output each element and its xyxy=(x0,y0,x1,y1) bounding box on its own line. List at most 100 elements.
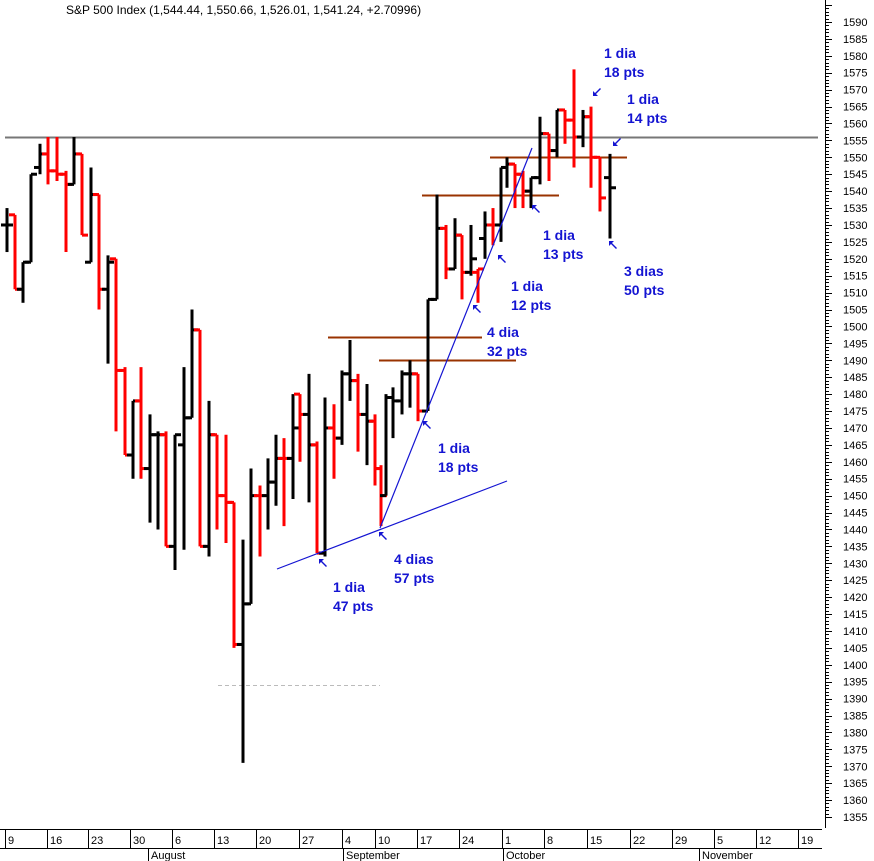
ohlc-bar xyxy=(412,372,424,422)
y-tick-label: 1535 xyxy=(843,203,867,215)
ohlc-bar xyxy=(604,153,616,239)
x-month-label: August xyxy=(151,850,185,861)
annotation-points: 13 pts xyxy=(543,246,584,262)
annotation-days: 1 dia xyxy=(333,579,365,595)
x-day-label: 29 xyxy=(675,835,687,847)
y-tick-label: 1575 xyxy=(843,68,867,80)
ohlc-bar xyxy=(76,152,88,237)
x-axis: 9 16 23 30 6 13 20 27 4 10 17 24 1 8 15 22 29 5 12 19 August… xyxy=(0,829,822,861)
y-tick-label: 1435 xyxy=(843,541,867,553)
ohlc-bar xyxy=(594,155,606,212)
x-month-label: October xyxy=(506,850,545,861)
y-tick-label: 1570 xyxy=(843,85,867,97)
steep-trendline xyxy=(379,147,533,529)
annotation-points: 18 pts xyxy=(604,64,645,80)
ohlc-bar xyxy=(344,340,356,401)
y-tick-label: 1485 xyxy=(843,372,867,384)
ohlc-bar xyxy=(352,373,364,452)
annotation: 1 dia 14 pts xyxy=(613,91,668,146)
annotation: 1 dia 12 pts xyxy=(498,255,552,313)
annotation-points: 32 pts xyxy=(487,343,528,359)
y-tick-label: 1370 xyxy=(843,761,867,773)
y-tick-label: 1490 xyxy=(843,355,867,367)
annotation-days: 4 dias xyxy=(394,551,434,567)
ohlc-bar xyxy=(186,309,198,420)
annotation-days: 1 dia xyxy=(543,227,575,243)
x-day-label: 6 xyxy=(175,835,181,847)
arrow-icon xyxy=(423,421,431,429)
ohlc-bar xyxy=(42,137,54,185)
x-day-label: 1 xyxy=(505,835,511,847)
ohlc-bar xyxy=(1,208,13,253)
ohlc-bar xyxy=(449,218,461,271)
chart-title: S&P 500 Index (1,544.44, 1,550.66, 1,526… xyxy=(66,3,422,17)
x-day-label: 16 xyxy=(50,835,62,847)
x-day-label: 23 xyxy=(91,835,103,847)
ohlc-bar xyxy=(456,233,468,300)
y-tick-label: 1405 xyxy=(843,643,867,655)
ohlc-bar xyxy=(495,165,507,242)
ohlc-bar xyxy=(110,257,122,432)
annotation-days: 1 dia xyxy=(438,440,470,456)
x-day-label: 15 xyxy=(590,835,602,847)
annotation: 1 dia 47 pts xyxy=(319,559,374,614)
ohlc-bar xyxy=(404,360,416,408)
ohlc-bar xyxy=(25,172,37,264)
ohlc-bar xyxy=(487,208,499,246)
x-day-label: 19 xyxy=(801,835,813,847)
ohlc-bar xyxy=(178,367,190,550)
ohlc-bar xyxy=(534,116,546,185)
y-tick-label: 1525 xyxy=(843,237,867,249)
annotation-points: 18 pts xyxy=(438,459,479,475)
ohlc-bar xyxy=(85,167,97,264)
ohlc-bar xyxy=(319,397,331,557)
x-month-label: September xyxy=(346,850,400,861)
y-tick-label: 1500 xyxy=(843,321,867,333)
ohlc-bar xyxy=(361,383,373,466)
ohlc-bar xyxy=(228,500,240,648)
annotation: 4 dias 57 pts xyxy=(379,532,435,586)
y-tick-label: 1420 xyxy=(843,592,867,604)
annotation-days: 1 dia xyxy=(627,91,659,107)
y-tick-label: 1555 xyxy=(843,135,867,147)
ohlc-bar xyxy=(270,434,282,506)
ohlc-bar xyxy=(328,404,340,479)
ohlc-bar xyxy=(396,370,408,415)
ohlc-bar xyxy=(152,431,164,530)
ohlc-bar xyxy=(127,399,139,479)
ohlc-bar xyxy=(568,69,580,168)
ohlc-bar xyxy=(336,370,348,445)
x-day-label: 27 xyxy=(302,835,314,847)
ohlc-bar xyxy=(585,106,597,188)
arrow-icon xyxy=(613,138,621,146)
x-day-label: 8 xyxy=(547,835,553,847)
x-day-label: 12 xyxy=(759,835,771,847)
y-tick-label: 1375 xyxy=(843,744,867,756)
annotation-days: 1 dia xyxy=(511,278,543,294)
y-tick-label: 1540 xyxy=(843,186,867,198)
y-tick-label: 1410 xyxy=(843,626,867,638)
annotation-days: 4 dia xyxy=(487,324,519,340)
y-tick-label: 1355 xyxy=(843,812,867,824)
y-tick-label: 1520 xyxy=(843,254,867,266)
annotation: 1 dia 13 pts xyxy=(532,205,584,262)
ohlc-bar xyxy=(287,394,299,500)
ohlc-bar xyxy=(68,137,80,186)
ohlc-bar xyxy=(262,458,274,530)
x-day-label: 17 xyxy=(420,835,432,847)
annotation: 1 dia 18 pts xyxy=(423,421,479,475)
y-tick-label: 1590 xyxy=(843,17,867,29)
annotation-days: 1 dia xyxy=(604,45,636,61)
y-tick-label: 1515 xyxy=(843,271,867,283)
y-tick-label: 1580 xyxy=(843,51,867,63)
x-day-label: 5 xyxy=(717,835,723,847)
x-day-label: 20 xyxy=(259,835,271,847)
ohlc-bar xyxy=(369,414,381,486)
y-tick-label: 1380 xyxy=(843,727,867,739)
y-tick-label: 1495 xyxy=(843,338,867,350)
ohlc-bar xyxy=(93,193,105,310)
annotation-days: 3 dias xyxy=(624,263,664,279)
y-tick-label: 1480 xyxy=(843,389,867,401)
ohlc-bar xyxy=(311,441,323,555)
